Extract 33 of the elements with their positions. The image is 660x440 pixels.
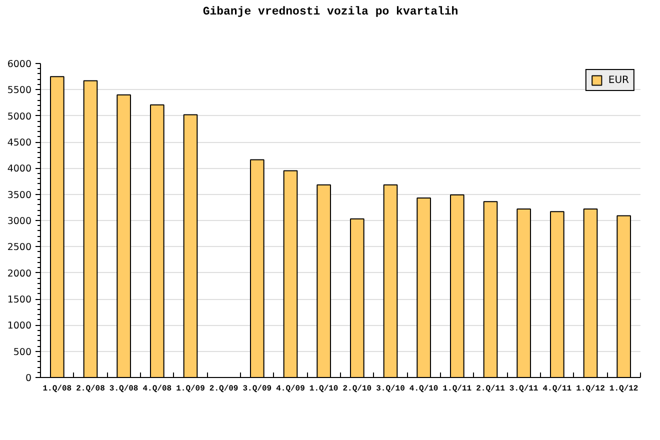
y-tick-label: 2500 <box>7 242 32 254</box>
x-tick-label: 4.Q/10 <box>409 384 438 394</box>
x-tick-label: 1.Q/09 <box>176 384 206 394</box>
x-tick-label: 3.Q/09 <box>242 384 272 394</box>
y-tick-label: 4000 <box>7 164 32 175</box>
x-tick-label: 1.Q/11 <box>442 384 472 394</box>
x-tick-label: 1.Q/10 <box>309 384 338 394</box>
x-tick-label: 3.Q/08 <box>109 384 138 394</box>
legend-label: EUR <box>608 74 629 86</box>
x-tick-label: 1.Q/12 <box>576 384 606 394</box>
x-tick-label: 1.Q/08 <box>42 384 72 394</box>
y-tick-label: 1000 <box>7 320 32 332</box>
x-tick-label: 4.Q/08 <box>142 384 172 394</box>
x-tick-label: 4.Q/11 <box>542 384 572 394</box>
y-tick-label: 6000 <box>7 59 32 70</box>
chart-title: Gibanje vrednosti vozila po kvartalih <box>202 6 458 18</box>
y-tick-label: 5500 <box>7 85 32 96</box>
y-tick-label: 5000 <box>7 111 32 122</box>
x-tick-label: 2.Q/11 <box>476 384 506 394</box>
x-tick-label: 3.Q/10 <box>376 384 406 394</box>
y-tick-label: 0 <box>25 373 32 384</box>
x-tick-label: 2.Q/10 <box>342 384 372 394</box>
x-tick-label: 2.Q/09 <box>209 384 238 394</box>
x-tick-label: 1.Q/12 <box>609 384 638 394</box>
x-tick-label: 2.Q/08 <box>76 384 106 394</box>
y-tick-label: 2000 <box>7 268 32 280</box>
y-tick-label: 4500 <box>7 138 32 148</box>
x-tick-label: 3.Q/11 <box>509 384 538 394</box>
y-tick-label: 3000 <box>7 216 32 227</box>
y-tick-label: 500 <box>13 346 32 358</box>
y-tick-label: 1500 <box>7 294 32 306</box>
x-tick-label: 4.Q/09 <box>276 384 306 394</box>
y-tick-label: 3500 <box>7 190 32 201</box>
